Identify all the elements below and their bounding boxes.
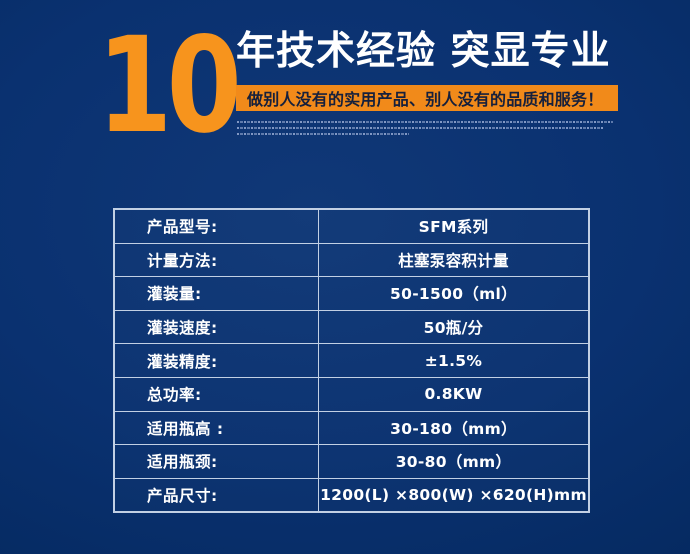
spec-label: 计量方法: — [115, 243, 319, 277]
table-row: 灌装量: 50-1500（ml） — [115, 276, 588, 310]
headline: 年技术经验 突显专业 — [236, 29, 611, 74]
spec-value: 30-80（mm） — [395, 453, 512, 472]
spec-value: 30-180（mm） — [390, 419, 517, 438]
spec-value: ±1.5% — [424, 351, 483, 370]
table-row: 计量方法: 柱塞泵容积计量 — [115, 242, 588, 277]
slogan-text: 做别人没有的实用产品、别人没有的品质和服务！ — [247, 90, 604, 109]
spec-label: 产品尺寸: — [115, 478, 319, 512]
spec-label: 灌装量: — [115, 277, 319, 310]
big-number: 10 — [97, 9, 242, 163]
table-row: 适用瓶颈: 30-80（mm） — [115, 444, 588, 478]
spec-label: 适用瓶高 : — [115, 411, 319, 445]
table-row: 产品型号: SFM系列 — [115, 210, 588, 243]
slogan-banner: 做别人没有的实用产品、别人没有的品质和服务！ — [236, 85, 618, 111]
spec-value: 0.8KW — [424, 385, 483, 404]
spec-value: 1200(L) ×800(W) ×620(H)mm — [320, 486, 587, 505]
spec-label: 产品型号: — [115, 210, 319, 243]
table-row: 适用瓶高 : 30-180（mm） — [115, 410, 588, 445]
fine-print-line — [237, 121, 613, 123]
table-row: 总功率: 0.8KW — [115, 376, 588, 411]
spec-label: 灌装速度: — [115, 310, 319, 344]
table-row: 产品尺寸: 1200(L) ×800(W) ×620(H)mm — [115, 477, 588, 512]
table-row: 灌装精度: ±1.5% — [115, 343, 588, 377]
fine-print-line — [237, 133, 409, 135]
spec-value: 柱塞泵容积计量 — [398, 251, 509, 270]
spec-label: 总功率: — [115, 377, 319, 411]
fine-print-line — [237, 127, 603, 129]
spec-label: 灌装精度: — [115, 344, 319, 377]
table-row: 灌装速度: 50瓶/分 — [115, 309, 588, 344]
spec-value: SFM系列 — [418, 218, 489, 237]
spec-value: 50-1500（ml） — [390, 285, 517, 304]
spec-value: 50瓶/分 — [423, 319, 484, 338]
spec-table: 产品型号: SFM系列 计量方法: 柱塞泵容积计量 灌装量: 50-1500（m… — [113, 208, 590, 514]
spec-label: 适用瓶颈: — [115, 445, 319, 478]
